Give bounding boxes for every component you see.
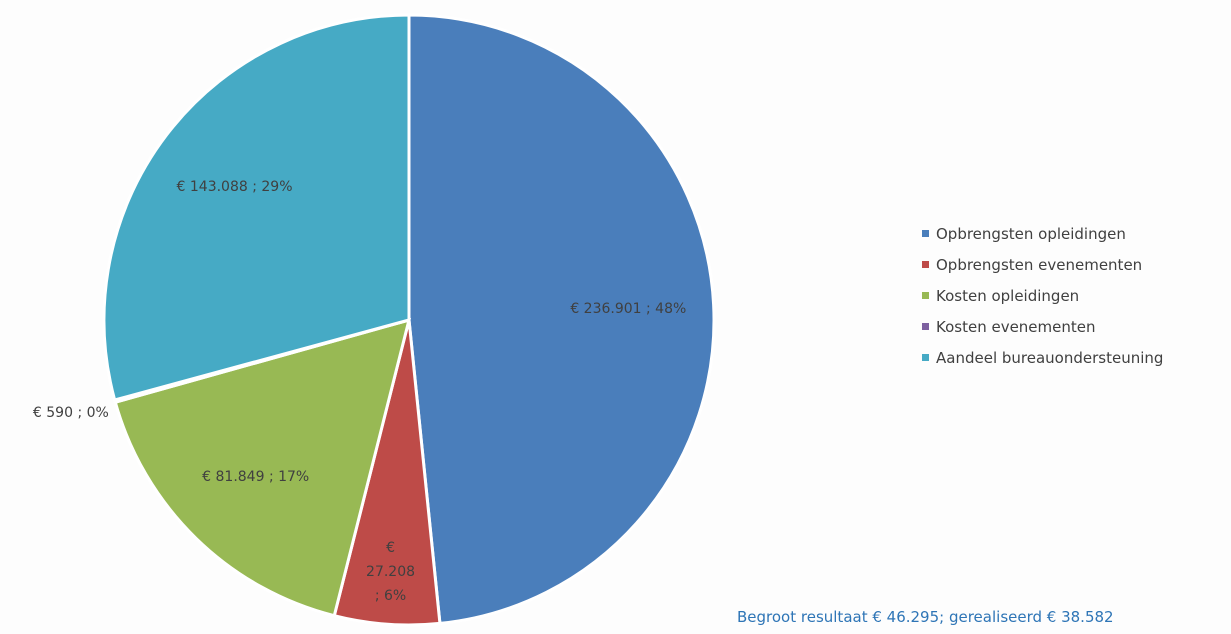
legend-item: Kosten evenementen: [922, 311, 1163, 342]
data-label: € 236.901 ; 48%: [570, 300, 687, 317]
legend-label: Opbrengsten opleidingen: [936, 224, 1126, 243]
legend-swatch: [922, 323, 929, 330]
legend-label: Opbrengsten evenementen: [936, 255, 1143, 274]
legend: Opbrengsten opleidingen Opbrengsten evene…: [922, 218, 1163, 373]
pie-slice: [407, 13, 716, 626]
annotation: Begroot resultaat € 46.295; gerealiseerd…: [737, 608, 1114, 626]
legend-label: Kosten opleidingen: [936, 286, 1080, 305]
legend-swatch: [922, 292, 929, 299]
data-label: € 143.088 ; 29%: [176, 178, 293, 195]
data-label: € 81.849 ; 17%: [202, 469, 310, 486]
legend-swatch: [922, 230, 929, 237]
legend-label: Aandeel bureauondersteuning: [936, 348, 1164, 367]
legend-label: Kosten evenementen: [936, 317, 1096, 336]
data-label: € 590 ; 0%: [32, 405, 109, 422]
legend-item: Aandeel bureauondersteuning: [922, 342, 1163, 373]
legend-swatch: [922, 354, 929, 361]
legend-item: Kosten opleidingen: [922, 280, 1163, 311]
pie-slice: [113, 317, 412, 618]
legend-swatch: [922, 261, 929, 268]
legend-item: Opbrengsten evenementen: [922, 249, 1163, 280]
pie-slice: [102, 13, 411, 402]
data-label: € 27.208 ; 6%: [366, 540, 416, 605]
legend-item: Opbrengsten opleidingen: [922, 218, 1163, 249]
